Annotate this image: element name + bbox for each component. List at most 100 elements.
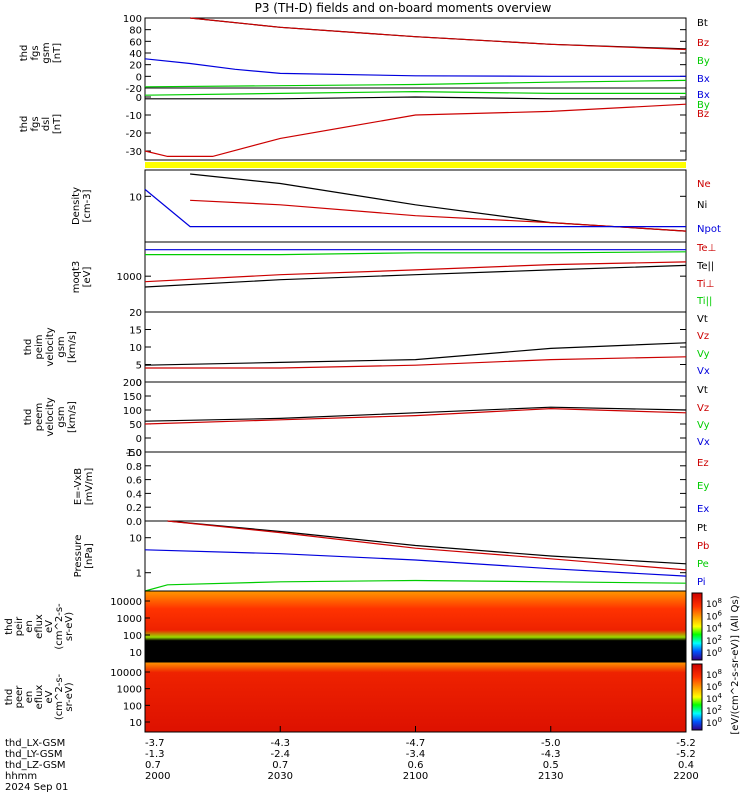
- series-line-Ti||: [144, 264, 687, 288]
- y-axis-label: eV: [44, 620, 55, 633]
- y-axis-label: fgs: [30, 45, 41, 60]
- y-tick-label: 10000: [110, 597, 142, 608]
- colorbar-tick-label: 106: [706, 680, 722, 693]
- legend-entry: Bx: [697, 74, 710, 85]
- y-tick-label: 200: [123, 378, 142, 389]
- series-line-Vz: [145, 356, 687, 369]
- colorbar-tick-label: 104: [706, 622, 722, 635]
- y-tick-label: 50: [129, 420, 142, 431]
- footer-value: 0.7: [145, 760, 161, 771]
- legend-entry: Ti||: [696, 296, 712, 307]
- series-line-Vz: [144, 407, 687, 425]
- legend-entry: Vx: [697, 366, 710, 377]
- data-quality-bar: [145, 162, 686, 168]
- legend-entry: Ni: [697, 200, 707, 211]
- panel-frame: [144, 17, 687, 89]
- legend-entry: Vz: [697, 331, 709, 342]
- colorbar-tick-label: 100: [706, 646, 722, 659]
- y-tick-label: 10: [129, 718, 142, 729]
- y-tick-label: 0.6: [126, 476, 142, 487]
- y-tick-label: -50: [126, 448, 142, 459]
- y-axis-label: E=-VxB: [73, 468, 84, 505]
- heatmap-peir: [145, 591, 686, 662]
- footer-value: 0.7: [272, 760, 288, 771]
- footer-row-label: hhmm: [5, 771, 37, 782]
- y-axis-label: thd: [19, 45, 30, 62]
- y-axis-label: Pressure: [73, 535, 84, 578]
- panel-frame: [144, 381, 687, 453]
- y-axis-label: thd: [4, 618, 15, 635]
- legend-entry: Bz: [697, 38, 709, 49]
- panel-peem: 200 150 100 50 0 -50 thd peem velocity gsm [km/s] V…: [23, 378, 710, 459]
- y-tick-label: 1000: [117, 685, 142, 696]
- y-tick-label: 60: [129, 37, 142, 48]
- y-axis-label: velocity: [45, 397, 56, 436]
- y-axis-label: velocity: [45, 327, 56, 366]
- legend-entry: Ti⊥: [696, 279, 714, 290]
- footer-value: 2000: [145, 771, 170, 782]
- legend-entry: By: [697, 56, 710, 67]
- legend-entry: Pt: [697, 523, 707, 534]
- y-axis-label: en: [24, 620, 35, 633]
- panel-peim: 20 15 10 5 0 thd peim velocity gsm [km/s] Vt Vz Vy Vx: [23, 308, 710, 389]
- y-axis-label: [cm-3]: [82, 189, 93, 222]
- y-axis-label: [km/s]: [67, 401, 78, 433]
- series-line-Pt: [167, 520, 687, 565]
- y-axis-label: gsm: [56, 336, 67, 357]
- panel-frame: [144, 311, 687, 383]
- y-tick-label: 100: [123, 406, 142, 417]
- footer-value: -4.7: [406, 738, 426, 749]
- footer-row-label: thd_LY-GSM: [5, 749, 62, 760]
- legend-entry: Vy: [697, 349, 710, 360]
- legend-entry: Bx: [697, 90, 710, 101]
- series-line-Vt: [144, 342, 687, 366]
- chart-title: P3 (TH-D) fields and on-board moments ov…: [255, 1, 552, 15]
- legend-entry: Te||: [696, 261, 714, 272]
- y-tick-label: 1: [136, 569, 142, 580]
- y-tick-label: 150: [123, 392, 142, 403]
- series-line-Te||: [145, 251, 687, 256]
- series-line-Pi: [144, 549, 687, 577]
- y-axis-label: (cm^2-s-: [54, 603, 65, 650]
- y-tick-label: 1000: [117, 614, 142, 625]
- series-line-Ne: [190, 199, 687, 232]
- y-axis-label: gsm: [56, 406, 67, 427]
- y-tick-label: 20: [129, 61, 142, 72]
- y-tick-label: 5: [136, 361, 142, 372]
- heatmap-peer: [145, 662, 686, 732]
- footer-value: -3.4: [406, 749, 426, 760]
- y-tick-label: 0.8: [126, 462, 142, 473]
- legend-entry: Vt: [697, 314, 708, 325]
- y-axis-label: [nT]: [52, 43, 63, 63]
- legend-entry: Vt: [697, 385, 708, 396]
- y-tick-label: -10: [126, 111, 142, 122]
- colorbar-tick-label: 106: [706, 609, 722, 622]
- y-tick-label: 0: [136, 434, 142, 445]
- y-tick-label: 10000: [110, 668, 142, 679]
- y-tick-label: 10: [129, 648, 142, 659]
- y-axis-label: peem: [34, 403, 45, 431]
- y-tick-label: 100: [123, 14, 142, 25]
- footer-value: 0.4: [678, 760, 694, 771]
- y-axis-label: [km/s]: [67, 331, 78, 363]
- series-line-Bz: [144, 103, 687, 157]
- panel-frame: [144, 451, 687, 522]
- panel-pressure: 10 1 Pressure [nPa] Pt Pb Pe Pi: [73, 520, 709, 592]
- y-axis-label: fgs: [30, 116, 41, 131]
- colorbar-tick-label: 104: [706, 692, 722, 705]
- footer-value: 0.6: [408, 760, 424, 771]
- series-line-By: [144, 90, 686, 96]
- footer-value: -5.2: [676, 749, 696, 760]
- footer-value: 2030: [268, 771, 293, 782]
- ephemeris-footer: thd_LX-GSM -3.7 -4.3 -4.7 -5.0 -5.2 thd_LY-GSM…: [5, 726, 699, 793]
- y-axis-label: [mV/m]: [84, 468, 95, 506]
- y-axis-label: [nT]: [52, 114, 63, 134]
- colorbar-tick-label: 102: [706, 704, 722, 717]
- panel-efield: 1.0 0.8 0.6 0.4 0.2 0.0 E=-VxB [mV/m] Ez Ey Ex: [73, 448, 709, 528]
- legend-entry: Ne: [697, 179, 711, 190]
- y-tick-label: -20: [126, 129, 142, 140]
- footer-value: 2200: [673, 771, 698, 782]
